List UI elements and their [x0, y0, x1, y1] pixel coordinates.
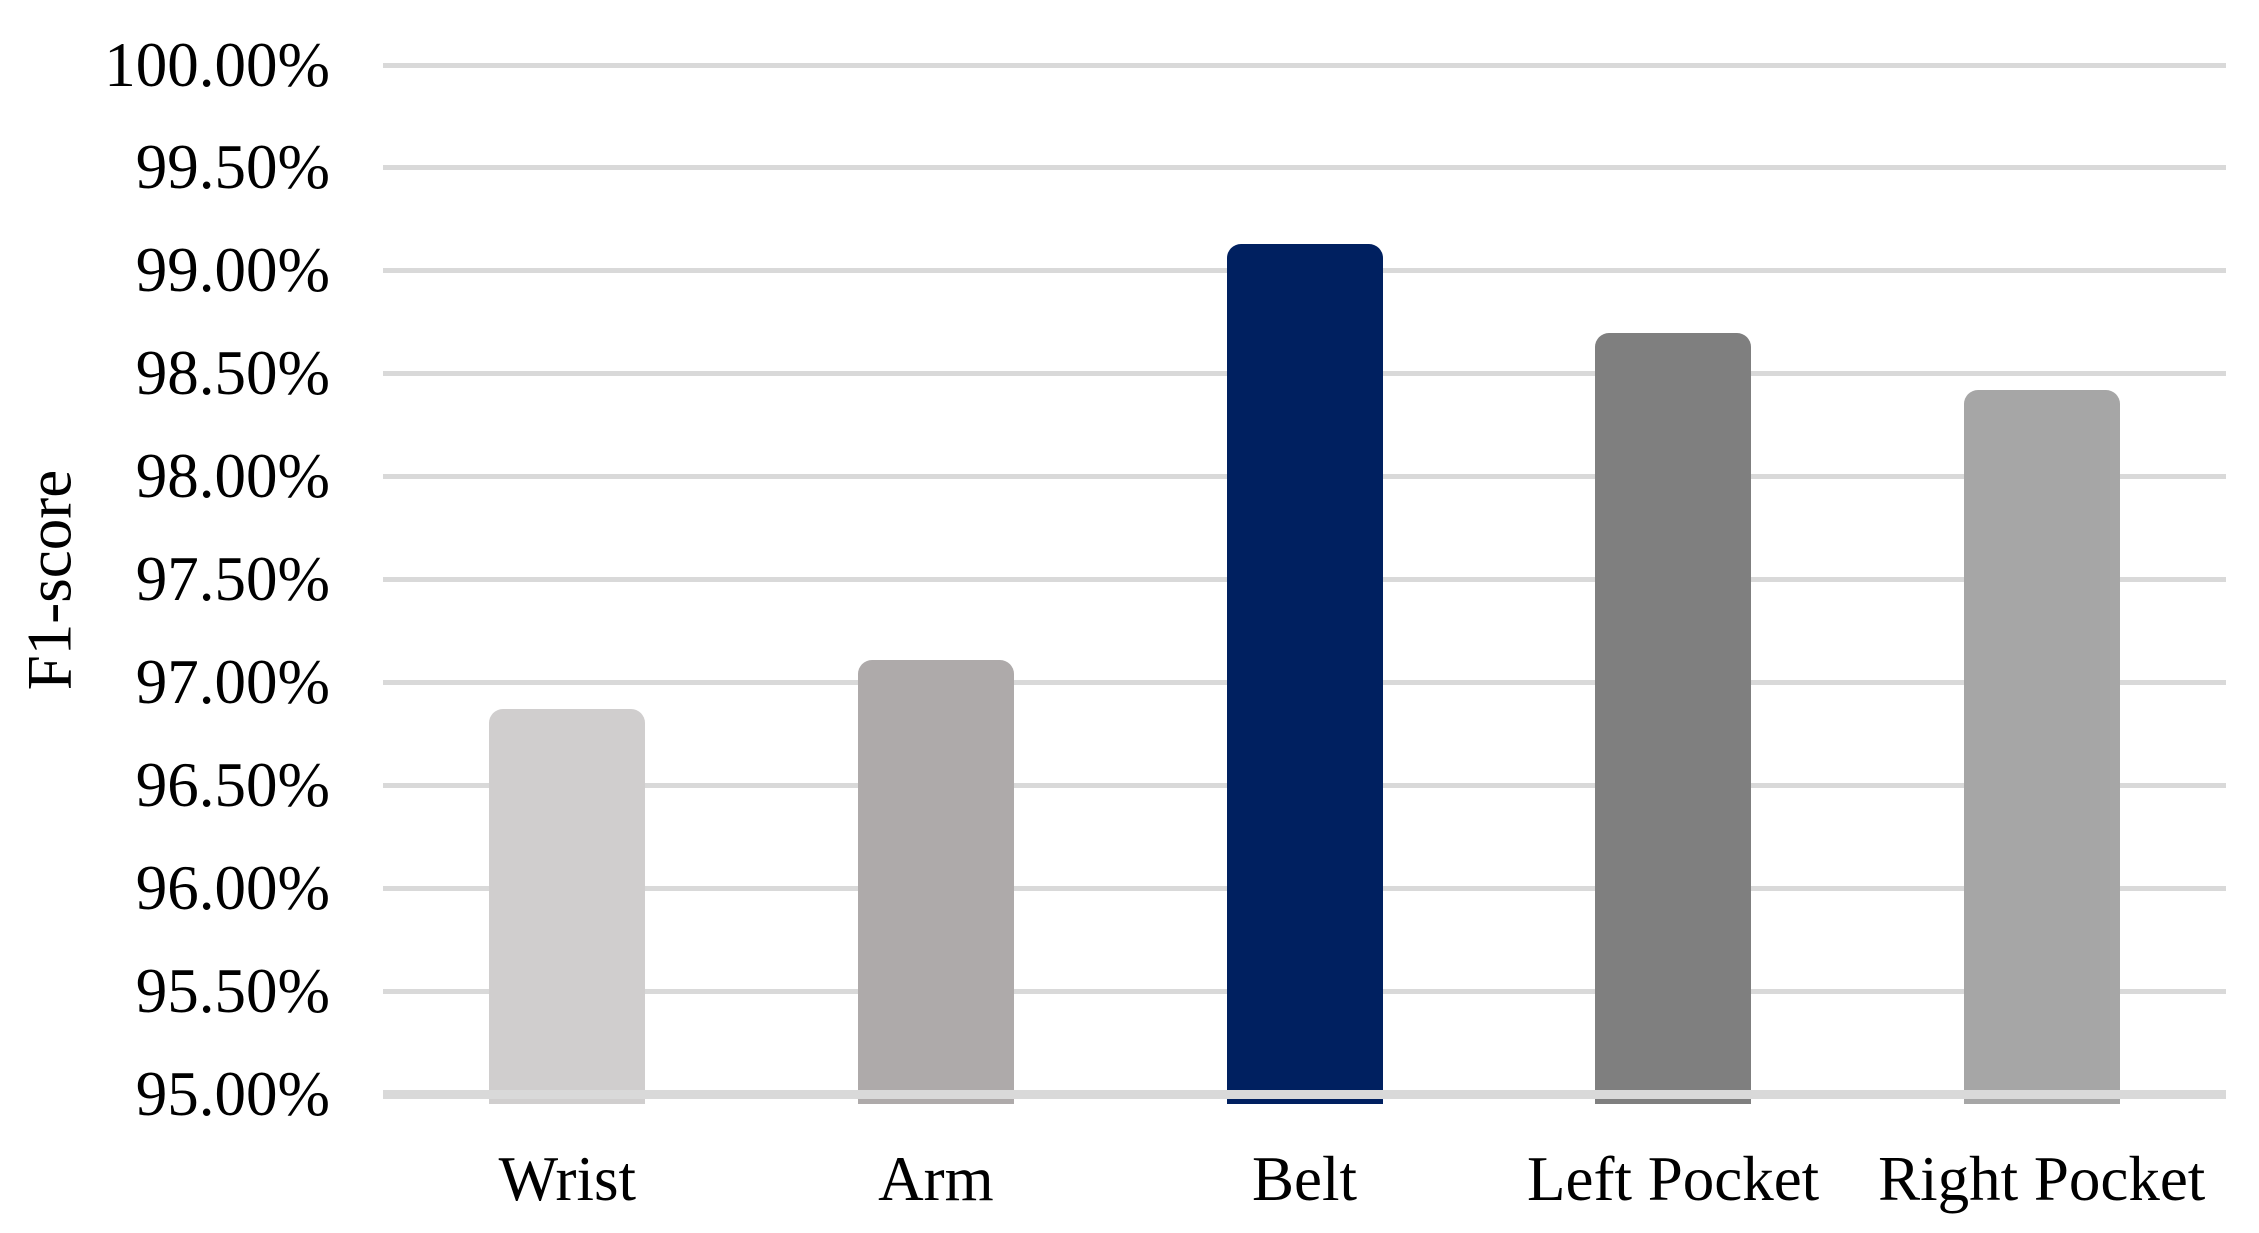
y-tick-label-96.50%: 96.50%: [135, 749, 330, 820]
category-label-wrist: Wrist: [498, 1144, 637, 1214]
x-axis-line: [383, 1090, 2226, 1099]
bar-arm: [857, 659, 1014, 1104]
y-tick-label-96.00%: 96.00%: [135, 852, 330, 923]
y-tick-label-99.00%: 99.00%: [135, 235, 330, 306]
category-label-right-pocket: Right Pocket: [1878, 1144, 2206, 1214]
y-tick-label-95.00%: 95.00%: [135, 1058, 330, 1129]
gridline-99.50%: [383, 165, 2226, 171]
y-tick-label-100.00%: 100.00%: [104, 29, 330, 100]
y-tick-label-97.00%: 97.00%: [135, 646, 330, 717]
y-tick-label-99.50%: 99.50%: [135, 132, 330, 203]
y-tick-label-98.00%: 98.00%: [135, 441, 330, 512]
category-label-arm: Arm: [878, 1144, 994, 1214]
bar-belt: [1226, 244, 1383, 1104]
bar-right-pocket: [1963, 390, 2120, 1104]
y-tick-label-97.50%: 97.50%: [135, 544, 330, 614]
y-tick-label-98.50%: 98.50%: [135, 338, 330, 409]
bar-wrist: [489, 709, 646, 1104]
gridline-100.00%: [383, 62, 2226, 68]
category-label-belt: Belt: [1252, 1144, 1357, 1214]
bar-left-pocket: [1595, 332, 1752, 1104]
category-label-left-pocket: Left Pocket: [1527, 1144, 1820, 1214]
plot-area: [383, 62, 2226, 1104]
y-tick-label-95.50%: 95.50%: [135, 955, 330, 1026]
